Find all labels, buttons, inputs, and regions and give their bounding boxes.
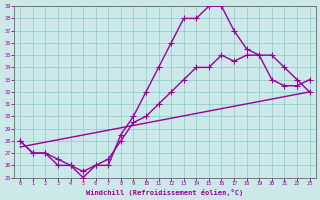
- X-axis label: Windchill (Refroidissement éolien,°C): Windchill (Refroidissement éolien,°C): [86, 189, 244, 196]
